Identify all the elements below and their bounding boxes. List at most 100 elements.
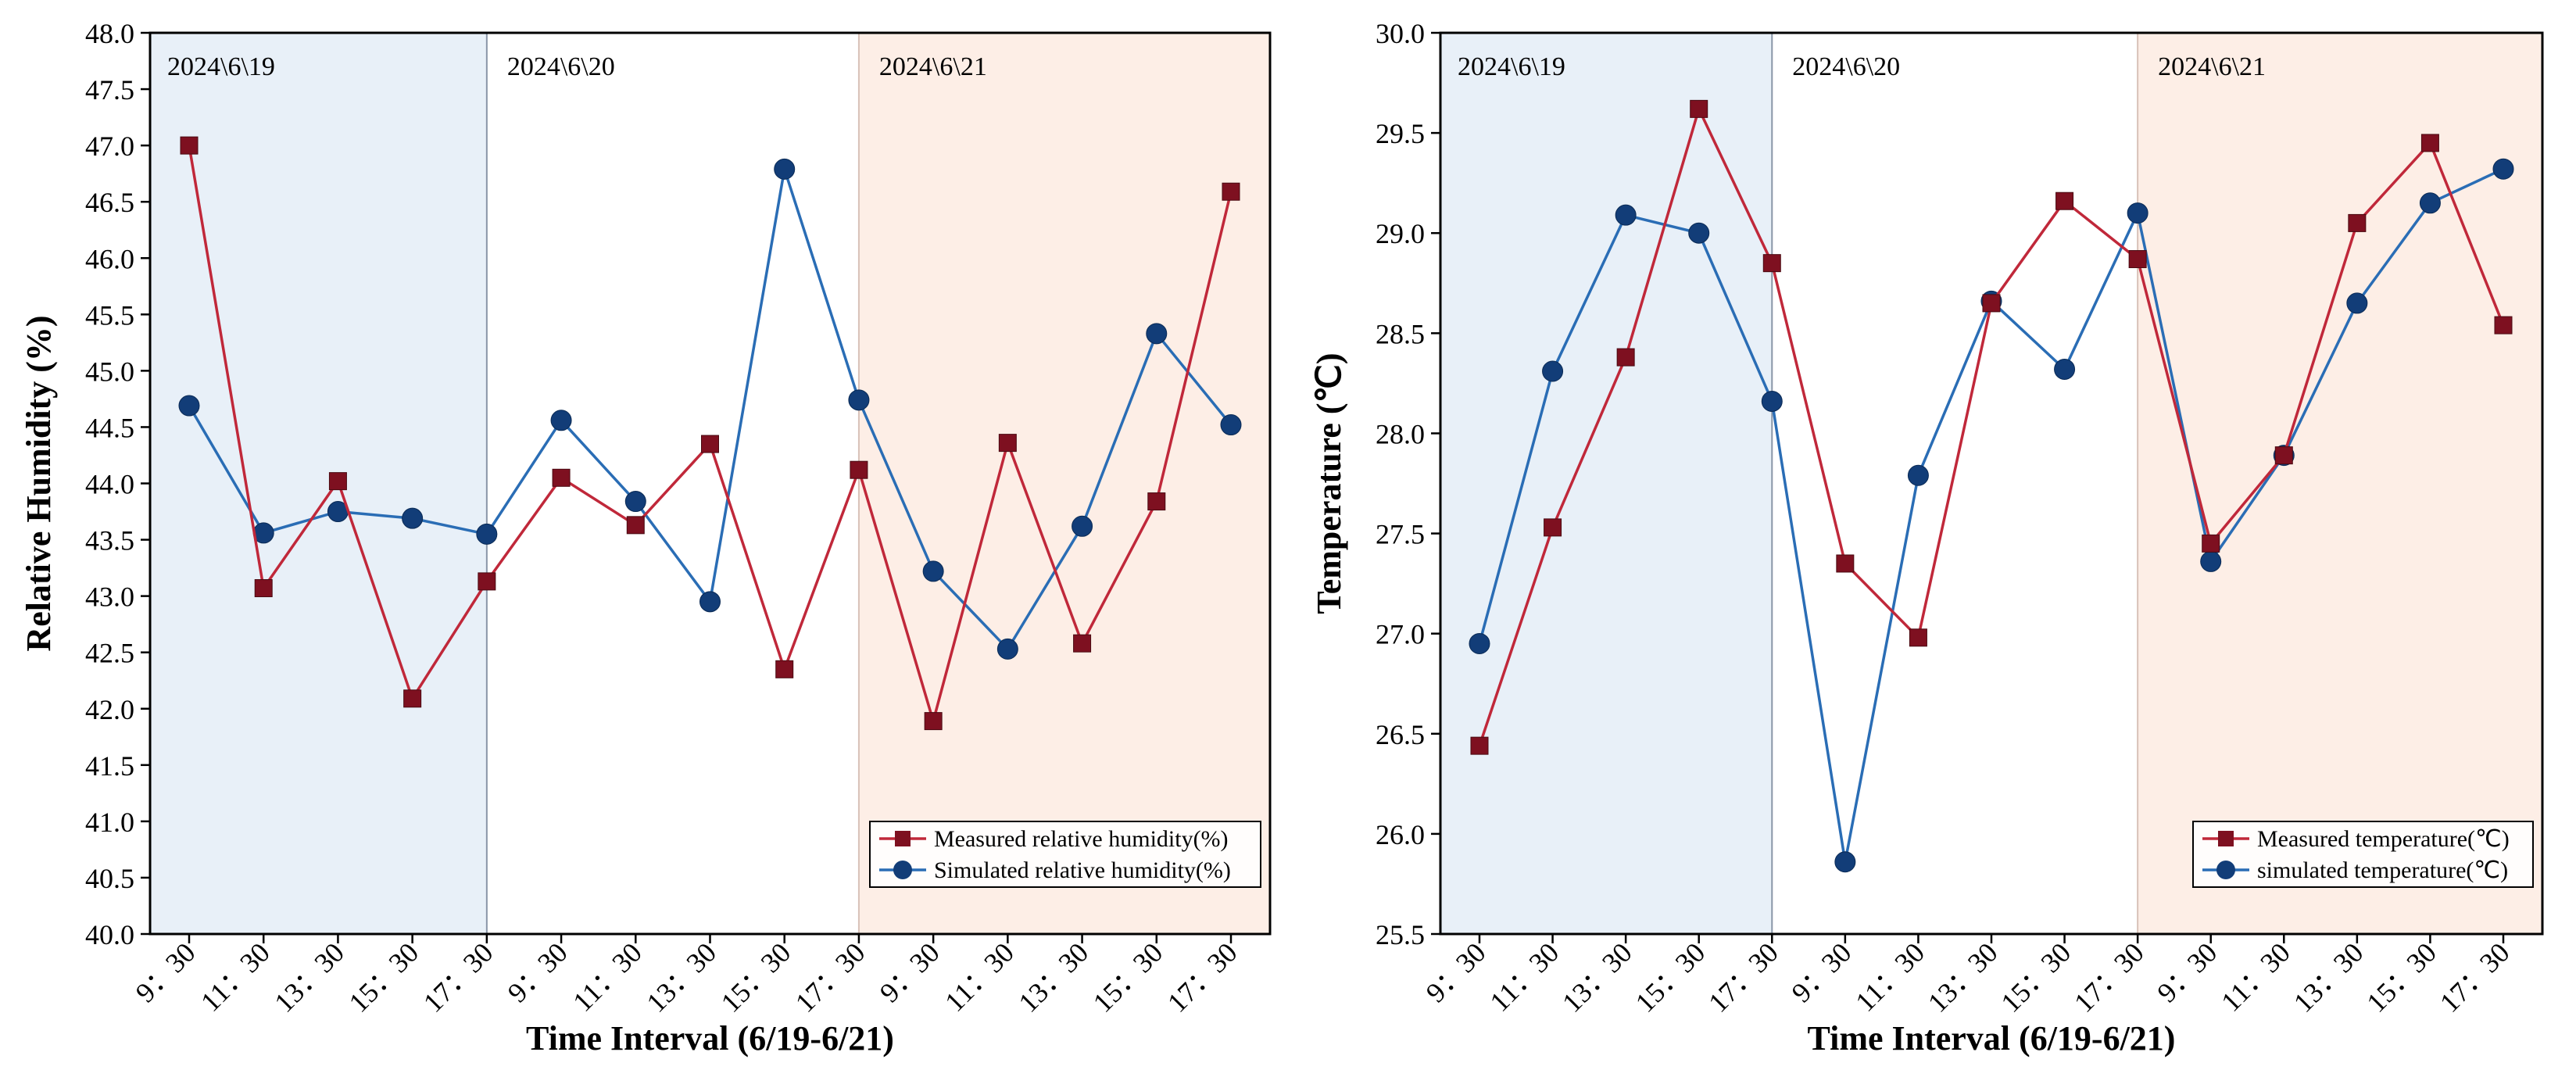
data-point-simulated [624,491,646,513]
legend-marker-circle [2216,861,2235,879]
data-point-measured [2202,534,2220,553]
y-tick-label: 28.0 [1376,418,1425,449]
data-point-measured [998,434,1017,453]
data-point-simulated [1688,222,1710,244]
legend-label: Simulated relative humidity(%) [934,857,1231,883]
data-point-simulated [1220,414,1242,436]
data-point-simulated [550,410,572,431]
y-tick-label: 27.5 [1376,519,1425,550]
y-tick-label: 42.5 [85,638,134,669]
x-tick-label: 11：30 [1849,936,1930,1018]
y-tick-label: 45.5 [85,299,134,331]
data-point-measured [180,136,199,155]
data-point-measured [552,468,571,487]
y-tick-label: 46.0 [85,243,134,274]
x-axis-title: Time Interval (6/19-6/21) [526,1019,894,1057]
data-point-simulated [476,523,498,545]
data-point-simulated [2419,192,2441,214]
data-point-measured [701,435,719,453]
x-tick-label: 13：30 [640,936,722,1018]
x-tick-label: 9：30 [1786,936,1858,1008]
data-point-simulated [2492,158,2514,180]
x-tick-label: 15：30 [715,936,797,1018]
y-tick-label: 27.0 [1376,619,1425,650]
data-point-measured [403,689,422,708]
legend-marker-circle [893,861,912,879]
data-point-simulated [1469,632,1490,654]
x-tick-label: 13：30 [268,936,350,1018]
x-axis-title: Time Interval (6/19-6/21) [1808,1019,2176,1057]
data-point-measured [1222,182,1240,201]
day-band-1 [1440,33,1773,934]
data-point-simulated [996,638,1018,660]
day-label: 2024\6\20 [507,52,615,81]
x-tick-label: 9：30 [1420,936,1492,1008]
data-point-measured [1544,518,1562,537]
x-tick-label: 15：30 [1995,936,2077,1018]
legend-label: Measured relative humidity(%) [934,826,1229,852]
data-point-simulated [699,591,721,613]
temperature-chart: 2024\6\19 2024\6\20 2024\6\21 25.5 26.0 26.5 2… [1310,18,2544,1057]
x-tick-label: 17：30 [1161,936,1243,1018]
x-tick-label: 17：30 [417,936,499,1018]
x-tick-label: 11：30 [567,936,648,1018]
y-tick-label: 29.0 [1376,218,1425,249]
data-point-simulated [1146,323,1168,345]
data-point-measured [626,516,645,535]
y-tick-label: 44.0 [85,469,134,500]
y-tick-label: 47.5 [85,74,134,106]
y-tick-label: 26.0 [1376,819,1425,850]
y-tick-label: 41.5 [85,750,134,782]
data-point-simulated [1834,851,1856,873]
x-tick-label: 9：30 [130,936,202,1008]
data-point-measured [2420,134,2439,152]
data-point-measured [2055,191,2074,210]
data-point-simulated [2127,202,2148,224]
data-point-measured [1909,628,1927,647]
y-tick-label: 40.0 [85,919,134,950]
day-band-3 [858,33,1270,934]
data-point-measured [2128,250,2147,269]
day-band-1 [150,33,487,934]
y-tick-label: 43.5 [85,525,134,556]
data-point-simulated [2200,550,2222,572]
y-tick-label: 46.5 [85,187,134,218]
data-point-simulated [848,389,870,411]
y-tick-label: 41.0 [85,807,134,838]
data-point-measured [1147,492,1166,511]
data-point-measured [1982,294,2001,313]
x-tick-label: 13：30 [2288,936,2370,1018]
x-tick-label: 11：30 [939,936,1020,1018]
y-tick-label: 43.0 [85,582,134,613]
x-tick-label: 15：30 [343,936,425,1018]
data-point-simulated [1761,390,1783,412]
x-tick-label: 17：30 [789,936,871,1018]
day-label: 2024\6\21 [2158,52,2266,81]
humidity-chart: 2024\6\19 2024\6\20 2024\6\21 40.0 40.5 41.0 4… [20,18,1272,1057]
y-tick-label: 45.0 [85,356,134,387]
x-tick-label: 13：30 [1556,936,1638,1018]
x-tick-label: 11：30 [2215,936,2296,1018]
data-point-measured [328,472,347,491]
y-tick-label: 42.0 [85,694,134,725]
day-label: 2024\6\21 [879,52,987,81]
y-tick-label: 29.5 [1376,118,1425,149]
day-label: 2024\6\20 [1792,52,1900,81]
data-point-simulated [1542,360,1564,382]
x-tick-label: 13：30 [1013,936,1095,1018]
y-tick-label: 48.0 [85,18,134,49]
data-point-measured [2348,213,2367,232]
y-tick-label: 44.5 [85,412,134,443]
legend-label: Measured temperature(℃) [2257,826,2510,852]
x-tick-label: 11：30 [1484,936,1565,1018]
x-tick-label: 15：30 [1630,936,1712,1018]
legend-label: simulated temperature(℃) [2257,857,2508,883]
data-point-simulated [774,158,796,180]
data-point-simulated [922,560,944,582]
x-tick-label: 17：30 [2434,936,2516,1018]
day-label: 2024\6\19 [167,52,275,81]
data-point-measured [478,572,496,591]
data-point-simulated [178,395,200,417]
data-point-measured [1690,99,1708,118]
legend-marker-square [895,831,911,846]
